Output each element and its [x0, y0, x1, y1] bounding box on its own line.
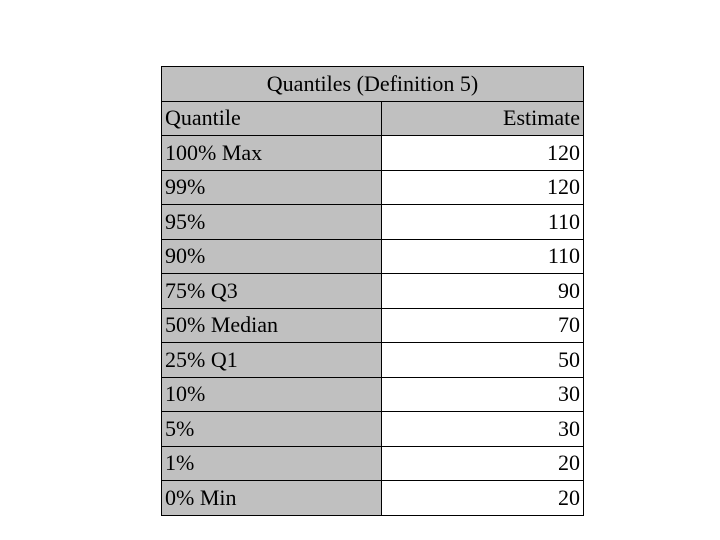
table-row: 1% 20	[161, 445, 584, 481]
table-row: 75% Q3 90	[161, 273, 584, 309]
quantile-label: 95%	[161, 204, 382, 240]
estimate-value: 120	[381, 169, 584, 205]
quantile-label: 1%	[161, 445, 382, 481]
table-row: 5% 30	[161, 411, 584, 447]
quantile-label: 0% Min	[161, 480, 382, 516]
estimate-value: 30	[381, 411, 584, 447]
quantile-label: 10%	[161, 376, 382, 412]
table-row: 90% 110	[161, 238, 584, 274]
quantile-label: 90%	[161, 238, 382, 274]
table-row: 95% 110	[161, 204, 584, 240]
table-row: 0% Min 20	[161, 480, 584, 516]
estimate-value: 120	[381, 135, 584, 171]
table-title: Quantiles (Definition 5)	[161, 66, 584, 102]
quantiles-table: Quantiles (Definition 5) Quantile Estima…	[161, 66, 584, 516]
estimate-value: 110	[381, 204, 584, 240]
estimate-value: 50	[381, 342, 584, 378]
quantile-label: 99%	[161, 169, 382, 205]
quantile-label: 100% Max	[161, 135, 382, 171]
estimate-value: 110	[381, 238, 584, 274]
quantile-label: 25% Q1	[161, 342, 382, 378]
title-row: Quantiles (Definition 5)	[161, 66, 584, 102]
estimate-value: 30	[381, 376, 584, 412]
table-row: 25% Q1 50	[161, 342, 584, 378]
estimate-column-header: Estimate	[381, 100, 584, 136]
estimate-value: 20	[381, 480, 584, 516]
estimate-value: 20	[381, 445, 584, 481]
quantile-label: 5%	[161, 411, 382, 447]
table-row: 100% Max 120	[161, 135, 584, 171]
estimate-value: 70	[381, 307, 584, 343]
quantile-label: 75% Q3	[161, 273, 382, 309]
table-row: 10% 30	[161, 376, 584, 412]
table-row: 50% Median 70	[161, 307, 584, 343]
header-row: Quantile Estimate	[161, 100, 584, 136]
estimate-value: 90	[381, 273, 584, 309]
quantile-column-header: Quantile	[161, 100, 382, 136]
quantile-label: 50% Median	[161, 307, 382, 343]
table-row: 99% 120	[161, 169, 584, 205]
